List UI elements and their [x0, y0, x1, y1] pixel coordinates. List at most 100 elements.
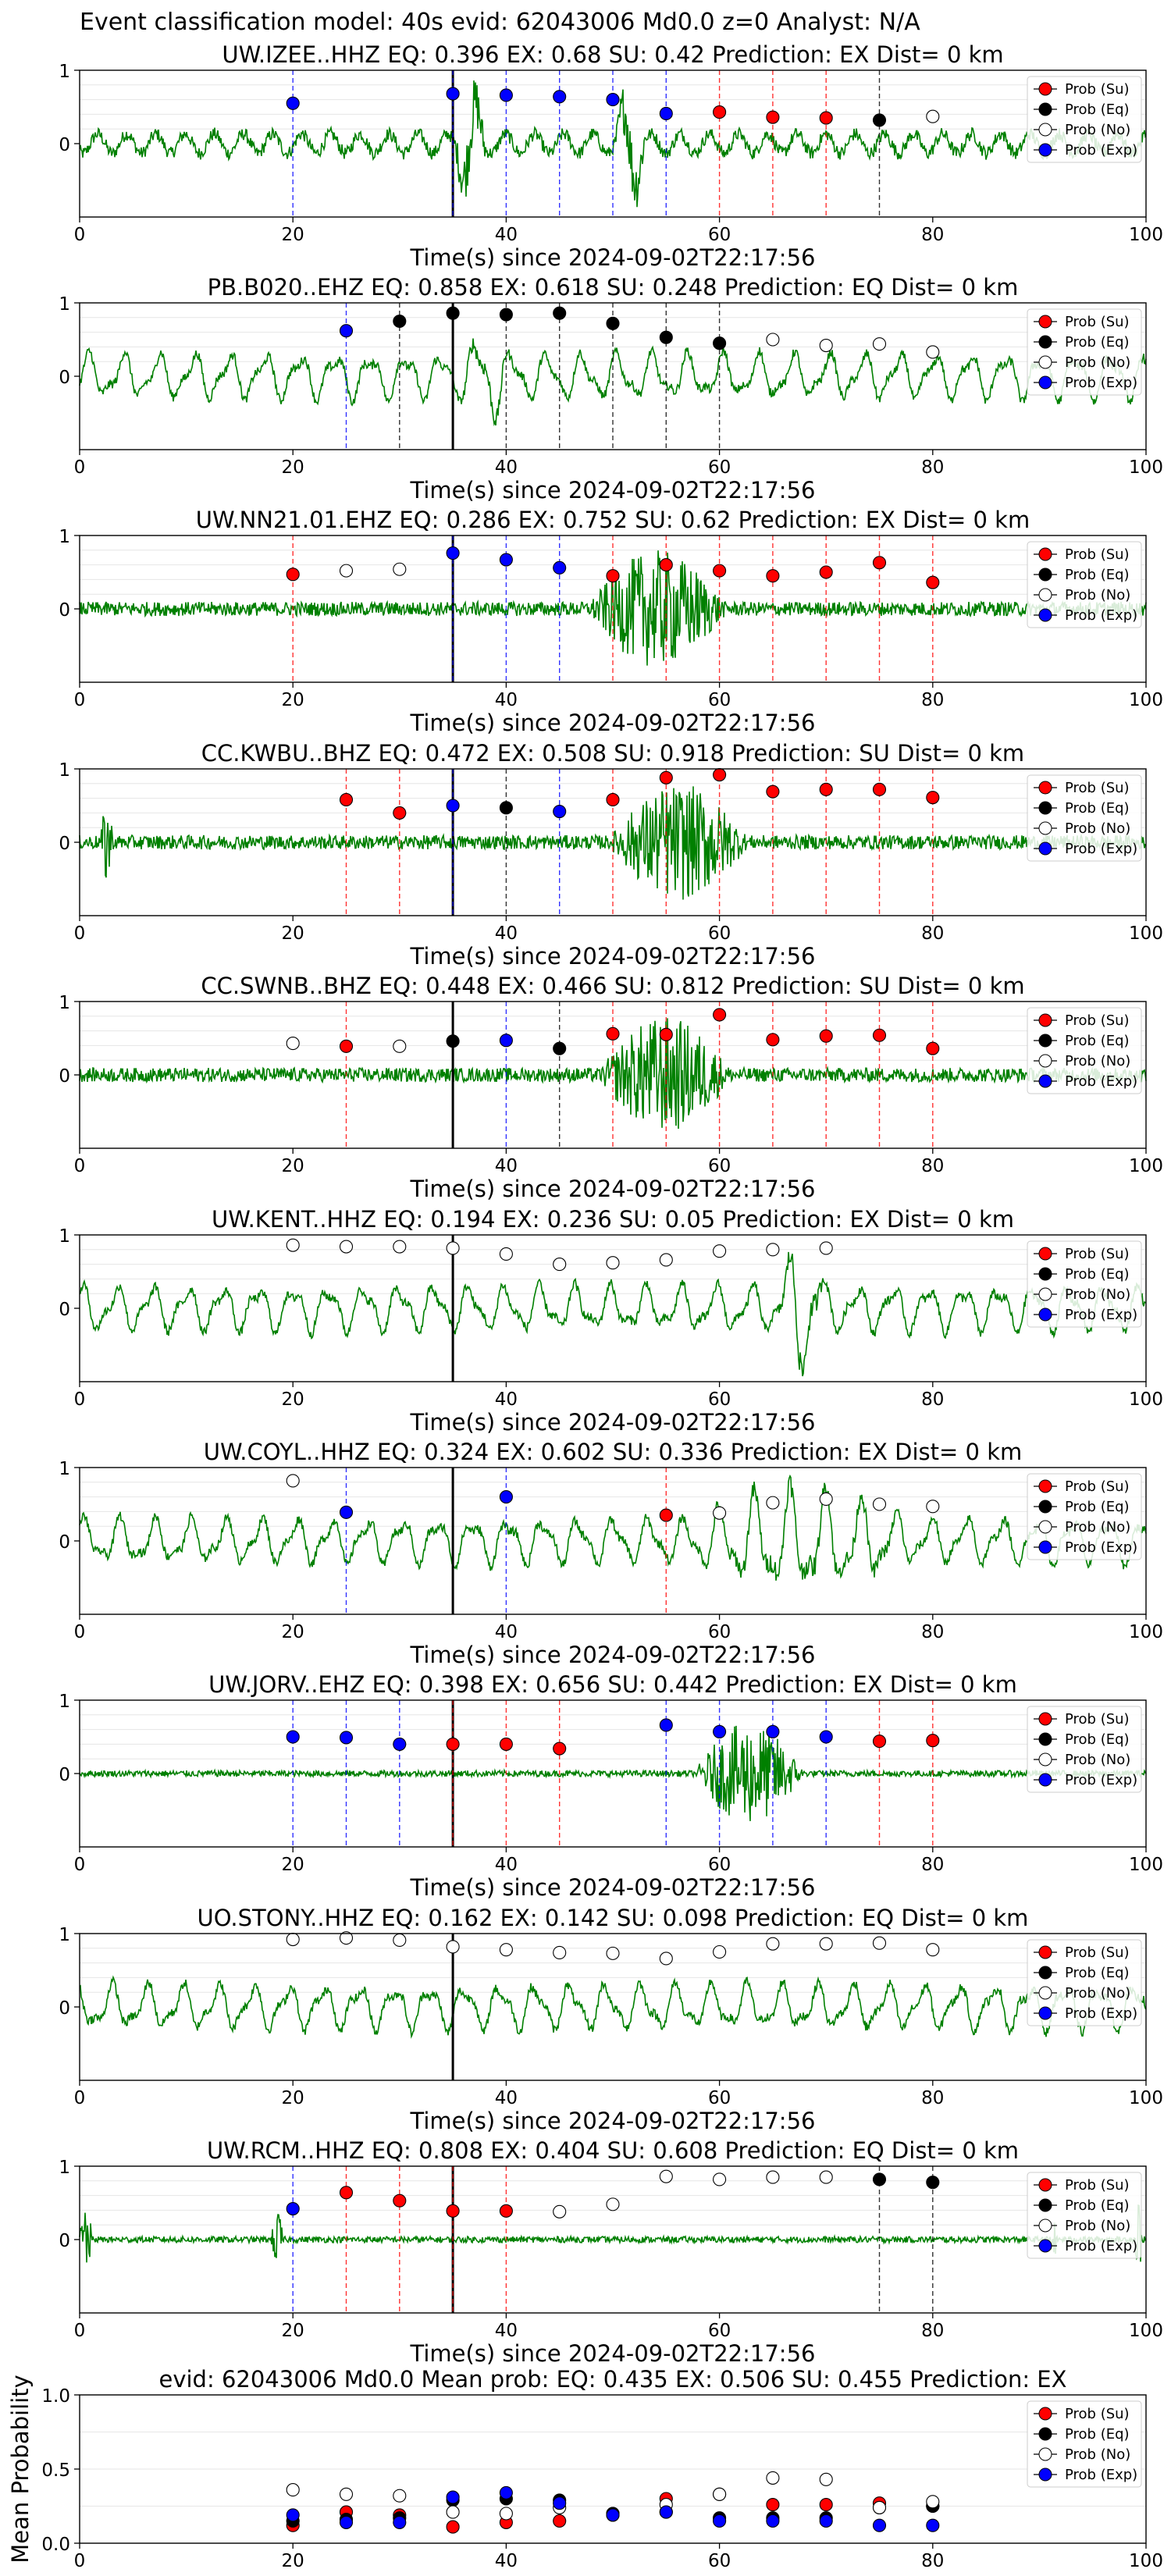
- legend-label: Prob (Exp): [1065, 2467, 1137, 2483]
- prob-marker-exp: [286, 2201, 300, 2216]
- prob-marker-su: [446, 2204, 460, 2218]
- panel-7: UW.COYL..HHZ EQ: 0.324 EX: 0.602 SU: 0.3…: [59, 1439, 1163, 1668]
- waveform-trace: [79, 2204, 1147, 2263]
- x-tick-label: 20: [282, 457, 304, 478]
- x-axis-label: Time(s) since 2024-09-02T22:17:56: [410, 1642, 816, 1668]
- prob-marker-exp: [446, 87, 460, 101]
- prob-marker-exp: [606, 93, 620, 107]
- prob-marker-no: [393, 1039, 407, 1053]
- mean-marker-su: [766, 2498, 780, 2512]
- prob-marker-su: [659, 1027, 673, 1041]
- legend-label: Prob (Su): [1065, 1246, 1130, 1262]
- prob-marker-su: [339, 1039, 354, 1053]
- mean-marker-no: [926, 2495, 940, 2509]
- prob-marker-eq: [926, 2176, 940, 2190]
- mean-marker-exp: [926, 2518, 940, 2532]
- legend-label: Prob (Exp): [1065, 375, 1137, 391]
- legend-label: Prob (Eq): [1065, 1499, 1130, 1515]
- prob-marker-no: [819, 338, 833, 353]
- prob-marker-exp: [659, 106, 673, 121]
- legend-label: Prob (Eq): [1065, 2426, 1130, 2443]
- legend-marker: [1038, 2178, 1052, 2192]
- prob-marker-su: [766, 110, 780, 124]
- legend-marker: [1038, 2239, 1052, 2253]
- x-tick-label: 20: [282, 2088, 304, 2108]
- x-tick-label: 60: [708, 690, 731, 710]
- x-tick-label: 0: [74, 1156, 86, 1176]
- legend-label: Prob (Eq): [1065, 2197, 1130, 2214]
- prob-marker-exp: [819, 1730, 833, 1744]
- x-tick-label: 80: [921, 923, 944, 944]
- panel-2: PB.B020..EHZ EQ: 0.858 EX: 0.618 SU: 0.2…: [59, 274, 1163, 503]
- legend-label: Prob (Su): [1065, 546, 1130, 563]
- x-tick-label: 100: [1129, 1389, 1163, 1410]
- legend-box: [1027, 1240, 1142, 1328]
- legend-label: Prob (Su): [1065, 1012, 1130, 1029]
- legend-marker: [1038, 1945, 1052, 1959]
- prob-marker-eq: [446, 306, 460, 320]
- prob-marker-no: [606, 1946, 620, 1960]
- prob-marker-no: [286, 1037, 300, 1051]
- legend-label: Prob (No): [1065, 1053, 1130, 1069]
- x-axis-label: Time(s) since 2024-09-02T22:17:56: [410, 1874, 816, 1901]
- prob-marker-eq: [659, 330, 673, 344]
- prob-marker-su: [339, 792, 354, 807]
- panel-title: PB.B020..EHZ EQ: 0.858 EX: 0.618 SU: 0.2…: [208, 274, 1019, 301]
- y-tick-label: 1: [59, 1692, 70, 1712]
- x-tick-label: 100: [1129, 457, 1163, 478]
- prob-marker-no: [393, 1240, 407, 1254]
- x-tick-label: 100: [1129, 2088, 1163, 2108]
- mean-marker-su: [553, 2514, 567, 2528]
- prob-marker-no: [926, 1943, 940, 1957]
- legend-marker: [1038, 82, 1052, 96]
- panel-title: CC.KWBU..BHZ EQ: 0.472 EX: 0.508 SU: 0.9…: [201, 740, 1024, 767]
- panel-9: UO.STONY..HHZ EQ: 0.162 EX: 0.142 SU: 0.…: [59, 1905, 1163, 2134]
- prob-marker-exp: [499, 1490, 513, 1504]
- x-tick-label: 100: [1129, 1622, 1163, 1642]
- legend-marker: [1038, 2447, 1052, 2461]
- prob-marker-exp: [339, 1731, 354, 1745]
- x-tick-label: 80: [921, 225, 944, 245]
- mean-marker-exp: [499, 2485, 513, 2500]
- legend-marker: [1038, 1267, 1052, 1281]
- legend-marker: [1038, 1712, 1052, 1726]
- prob-marker-no: [499, 1943, 513, 1957]
- figure-suptitle: Event classification model: 40s evid: 62…: [80, 9, 920, 36]
- mean-marker-exp: [766, 2514, 780, 2528]
- prob-marker-no: [659, 1253, 673, 1267]
- prob-marker-no: [339, 1931, 354, 1945]
- legend-label: Prob (No): [1065, 820, 1130, 837]
- panel-title: UW.RCM..HHZ EQ: 0.808 EX: 0.404 SU: 0.60…: [207, 2137, 1019, 2164]
- legend-box: [1027, 2172, 1142, 2259]
- x-tick-label: 100: [1129, 225, 1163, 245]
- legend-label: Prob (No): [1065, 122, 1130, 138]
- prob-marker-exp: [659, 1718, 673, 1732]
- prob-marker-su: [659, 558, 673, 572]
- prob-marker-no: [766, 1937, 780, 1951]
- prob-marker-su: [766, 1033, 780, 1047]
- waveform-trace: [79, 1725, 1147, 1821]
- legend-marker: [1038, 568, 1052, 582]
- prob-marker-su: [393, 2194, 407, 2208]
- x-tick-label: 60: [708, 1389, 731, 1410]
- prob-marker-no: [339, 1240, 354, 1254]
- legend-label: Prob (Eq): [1065, 1033, 1130, 1049]
- prob-marker-su: [926, 575, 940, 589]
- prob-marker-exp: [393, 1737, 407, 1751]
- legend-label: Prob (No): [1065, 2218, 1130, 2234]
- y-tick-label: 0: [59, 834, 70, 854]
- x-tick-label: 80: [921, 1156, 944, 1176]
- prob-marker-no: [553, 1945, 567, 1959]
- prob-marker-su: [926, 1041, 940, 1055]
- x-tick-label: 0: [74, 690, 86, 710]
- legend-label: Prob (Eq): [1065, 101, 1130, 118]
- prob-marker-eq: [872, 113, 887, 127]
- prob-marker-no: [872, 1936, 887, 1950]
- legend-marker: [1038, 335, 1052, 349]
- legend-box: [1027, 541, 1142, 628]
- x-tick-label: 60: [708, 225, 731, 245]
- panel-title: UW.KENT..HHZ EQ: 0.194 EX: 0.236 SU: 0.0…: [212, 1206, 1014, 1233]
- legend-marker: [1038, 1479, 1052, 1493]
- prob-marker-exp: [499, 553, 513, 567]
